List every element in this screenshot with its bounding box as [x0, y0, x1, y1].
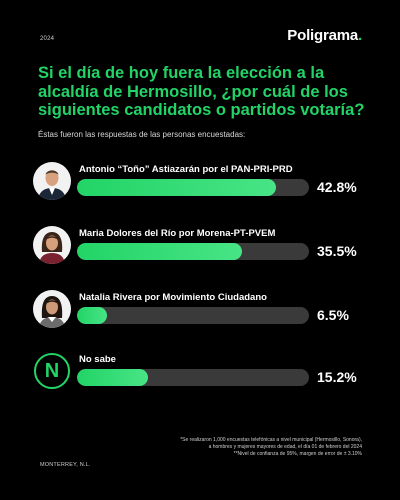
bar-value-label: 15.2% — [317, 369, 357, 385]
bar-row-rivera: Natalia Rivera por Movimiento Ciudadano … — [33, 290, 367, 342]
bar-row-astiazaran: Antonio “Toño” Astiazarán por el PAN-PRI… — [33, 162, 367, 214]
methodology-notes: *Se realizaron 1,000 encuestas telefónic… — [112, 437, 362, 458]
note-line: **Nivel de confianza de 95%, margen de e… — [233, 451, 362, 457]
letter-n-circle-icon: N — [34, 353, 70, 389]
chart-subtitle: Éstas fueron las respuestas de las perso… — [38, 130, 246, 139]
bar-label: No sabe — [79, 354, 116, 365]
woman-portrait-icon — [33, 290, 71, 328]
bar-row-delrio: Maria Dolores del Río por Morena-PT-PVEM… — [33, 226, 367, 278]
bar-fill-no-sabe — [77, 369, 148, 386]
note-line: *Se realizaron 1,000 encuestas telefónic… — [180, 437, 362, 443]
year-label: 2024 — [40, 36, 55, 42]
location-label: MONTERREY, N.L. — [40, 462, 91, 468]
bar-label: Maria Dolores del Río por Morena-PT-PVEM — [79, 228, 276, 239]
bar-value-label: 6.5% — [317, 307, 349, 323]
bar-row-no-sabe: N No sabe 15.2% — [33, 352, 367, 404]
bar-track — [77, 369, 309, 386]
woman-portrait-icon — [33, 226, 71, 264]
bar-track — [77, 307, 309, 324]
man-portrait-icon — [33, 162, 71, 200]
bar-track — [77, 179, 309, 196]
brand-dot: . — [358, 27, 362, 44]
bar-fill-delrio — [77, 243, 242, 260]
bar-label: Antonio “Toño” Astiazarán por el PAN-PRI… — [79, 164, 293, 175]
bar-track — [77, 243, 309, 260]
brand-logo: Poligrama. — [287, 27, 362, 44]
bar-label: Natalia Rivera por Movimiento Ciudadano — [79, 292, 267, 303]
note-line: a hombres y mujeres mayores de edad, el … — [208, 444, 362, 450]
chart-headline: Si el día de hoy fuera la elección a la … — [38, 64, 365, 119]
bar-value-label: 42.8% — [317, 179, 357, 195]
brand-name: Poligrama — [287, 27, 359, 44]
bar-fill-astiazaran — [77, 179, 276, 196]
icon-letter: N — [44, 360, 60, 382]
bar-fill-rivera — [77, 307, 107, 324]
bar-value-label: 35.5% — [317, 243, 357, 259]
